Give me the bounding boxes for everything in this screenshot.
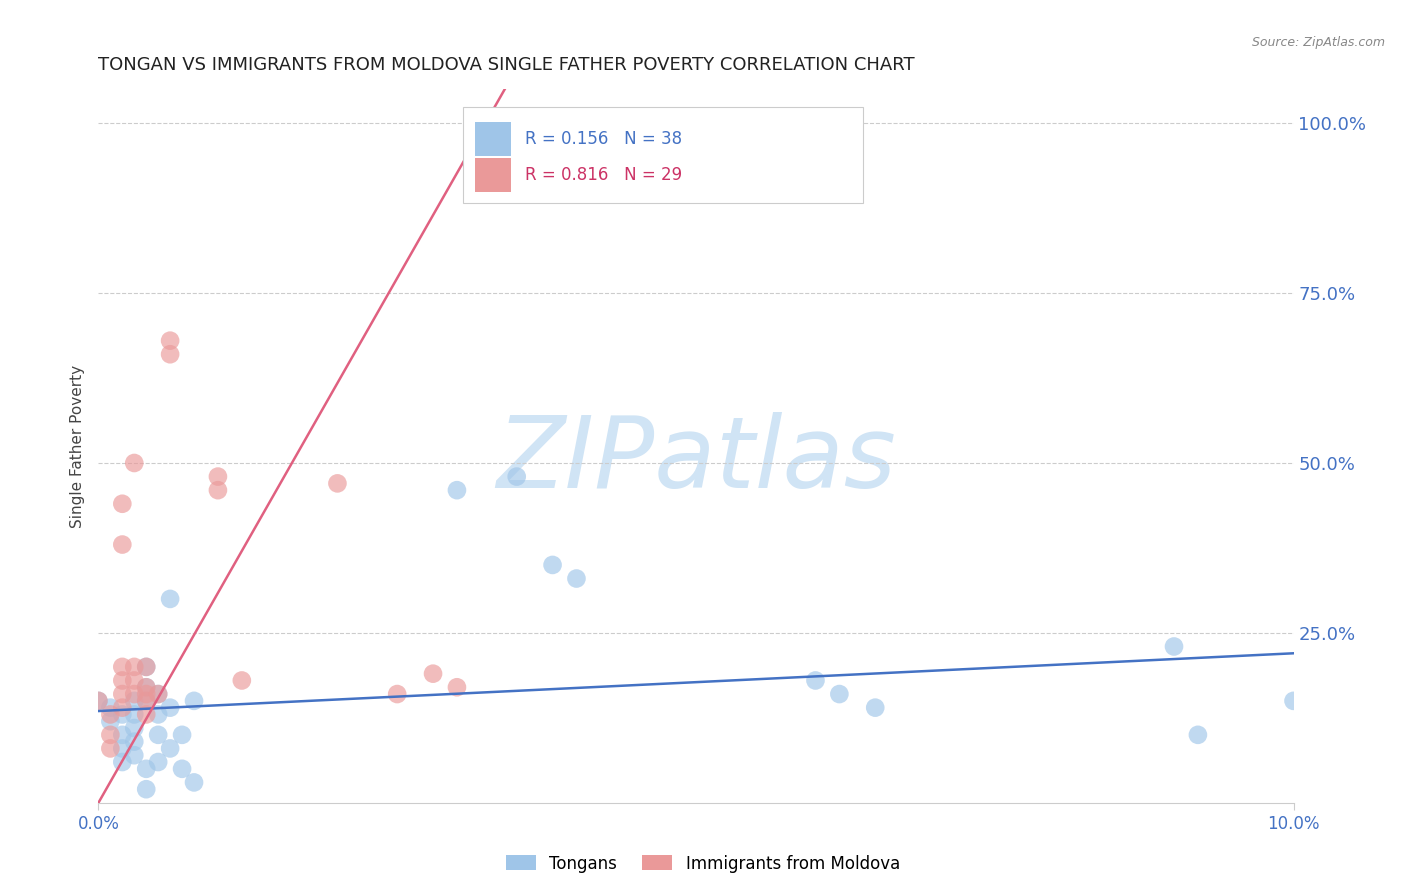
Point — [124, 687, 146, 701]
Point — [124, 694, 146, 708]
Point — [148, 755, 170, 769]
Point — [124, 673, 146, 688]
Point — [87, 694, 110, 708]
Point — [135, 762, 157, 776]
Text: TONGAN VS IMMIGRANTS FROM MOLDOVA SINGLE FATHER POVERTY CORRELATION CHART: TONGAN VS IMMIGRANTS FROM MOLDOVA SINGLE… — [98, 56, 915, 74]
Point — [87, 694, 110, 708]
Point — [135, 707, 157, 722]
Point — [135, 660, 157, 674]
Point — [172, 728, 194, 742]
Point — [541, 558, 564, 572]
FancyBboxPatch shape — [475, 158, 510, 192]
Point — [148, 687, 170, 701]
Point — [135, 680, 157, 694]
Point — [1282, 694, 1305, 708]
Point — [111, 537, 134, 551]
Point — [148, 707, 170, 722]
Point — [865, 700, 887, 714]
Point — [98, 707, 122, 722]
Point — [98, 728, 122, 742]
Point — [111, 728, 134, 742]
Point — [124, 456, 146, 470]
Point — [207, 483, 229, 498]
FancyBboxPatch shape — [463, 107, 863, 203]
Point — [111, 687, 134, 701]
Y-axis label: Single Father Poverty: Single Father Poverty — [70, 365, 86, 527]
Point — [98, 714, 122, 729]
Point — [446, 483, 468, 498]
Point — [1163, 640, 1185, 654]
Point — [828, 687, 851, 701]
FancyBboxPatch shape — [475, 122, 510, 156]
Point — [172, 762, 194, 776]
Point — [231, 673, 253, 688]
Point — [135, 680, 157, 694]
Point — [326, 476, 349, 491]
Point — [111, 700, 134, 714]
Point — [565, 572, 588, 586]
Point — [207, 469, 229, 483]
Point — [135, 694, 157, 708]
Point — [446, 680, 468, 694]
Point — [159, 347, 181, 361]
Point — [422, 666, 444, 681]
Point — [124, 660, 146, 674]
Point — [111, 755, 134, 769]
Text: ZIPatlas: ZIPatlas — [496, 412, 896, 508]
Point — [148, 687, 170, 701]
Point — [159, 334, 181, 348]
Point — [183, 775, 205, 789]
Point — [159, 741, 181, 756]
Point — [111, 497, 134, 511]
Point — [1187, 728, 1209, 742]
Point — [159, 591, 181, 606]
Point — [124, 721, 146, 735]
Point — [804, 673, 827, 688]
Point — [111, 660, 134, 674]
Point — [159, 700, 181, 714]
Point — [98, 741, 122, 756]
Point — [124, 748, 146, 763]
Point — [135, 782, 157, 797]
Text: R = 0.156   N = 38: R = 0.156 N = 38 — [524, 130, 682, 148]
Text: Source: ZipAtlas.com: Source: ZipAtlas.com — [1251, 36, 1385, 49]
Point — [385, 687, 409, 701]
Point — [111, 673, 134, 688]
Legend: Tongans, Immigrants from Moldova: Tongans, Immigrants from Moldova — [499, 848, 907, 880]
Point — [183, 694, 205, 708]
Point — [506, 469, 529, 483]
Point — [124, 707, 146, 722]
Point — [135, 694, 157, 708]
Point — [148, 728, 170, 742]
Point — [135, 687, 157, 701]
Point — [135, 660, 157, 674]
Point — [111, 707, 134, 722]
Point — [98, 700, 122, 714]
Point — [124, 734, 146, 748]
Point — [111, 741, 134, 756]
Text: R = 0.816   N = 29: R = 0.816 N = 29 — [524, 166, 682, 184]
